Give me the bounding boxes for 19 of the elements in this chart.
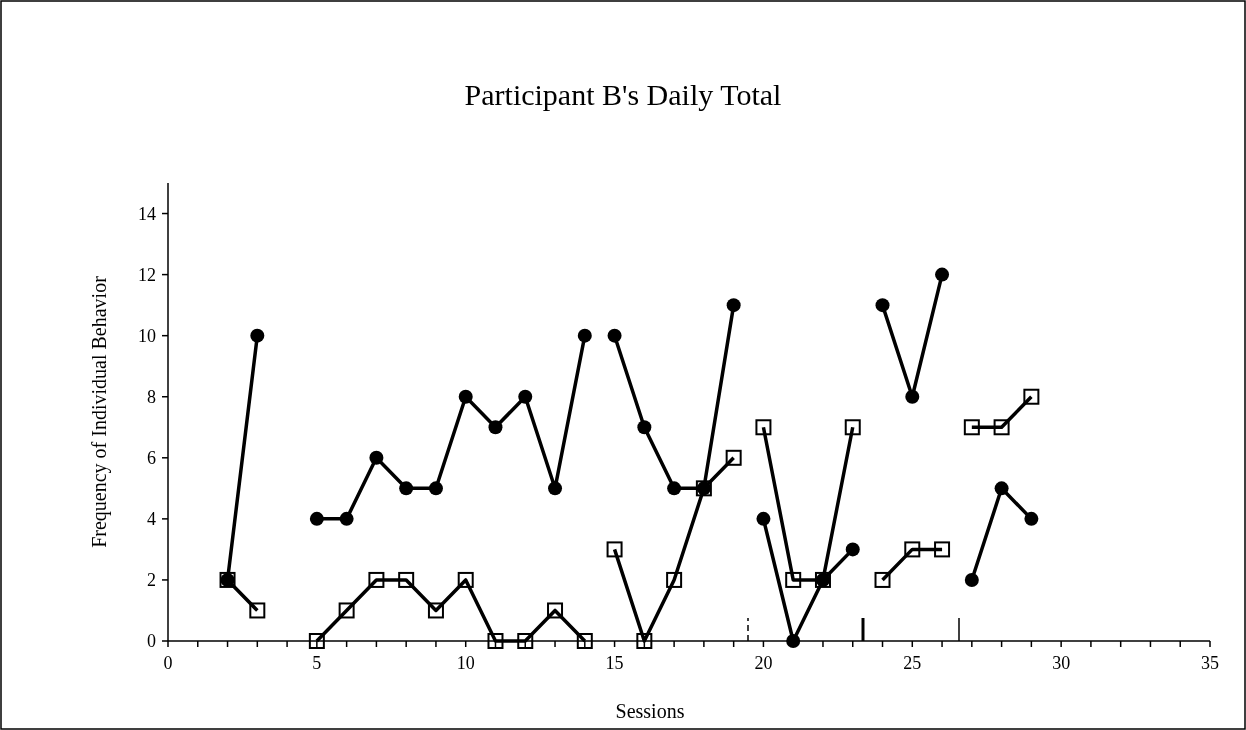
- x-tick-label: 5: [312, 653, 322, 673]
- x-tick-label: 35: [1201, 653, 1219, 673]
- x-tick-label: 15: [605, 653, 624, 673]
- x-tick-label: 25: [903, 653, 922, 673]
- y-tick-label: 4: [147, 509, 156, 530]
- y-axis-title: Frequency of Individual Behavior: [88, 275, 111, 548]
- y-tick-label: 8: [147, 387, 156, 408]
- y-tick-label: 14: [138, 203, 156, 224]
- x-tick-label: 30: [1052, 653, 1071, 673]
- x-tick-label: 0: [163, 653, 173, 673]
- x-tick-label: 10: [456, 653, 475, 673]
- x-tick-label: 20: [754, 653, 773, 673]
- y-tick-label: 10: [138, 325, 156, 346]
- y-tick-label: 6: [147, 448, 156, 469]
- chart-title: Participant B's Daily Total: [464, 78, 782, 111]
- y-tick-label: 12: [138, 264, 156, 285]
- y-tick-label: 0: [147, 631, 156, 652]
- x-axis-title: Sessions: [615, 700, 685, 722]
- y-tick-label: 2: [147, 570, 156, 591]
